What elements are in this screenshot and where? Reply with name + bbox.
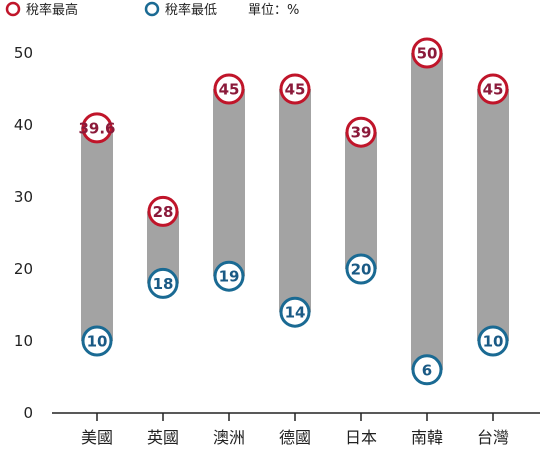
high-value-label: 45 (483, 81, 504, 99)
high-value-marker (81, 112, 113, 144)
low-value-label: 6 (422, 361, 432, 379)
legend: 稅率最高 稅率最低 單位：% (5, 1, 299, 18)
low-value-marker (213, 260, 245, 292)
low-value-label: 20 (351, 261, 372, 279)
y-tick-label: 40 (14, 116, 33, 134)
high-value-marker (213, 73, 245, 105)
range-bar (213, 89, 245, 277)
high-value-label: 39 (351, 124, 372, 142)
legend-low-marker (144, 1, 160, 17)
high-value-label: 50 (417, 45, 438, 63)
high-value-label: 39.6 (78, 119, 115, 137)
low-value-marker (411, 354, 443, 386)
low-value-marker (477, 325, 509, 357)
high-value-marker (147, 195, 179, 227)
category-label: 美國 (81, 428, 113, 447)
y-tick-label: 20 (14, 260, 33, 278)
high-value-marker (477, 73, 509, 105)
range-bar (411, 53, 443, 370)
range-bar (279, 89, 311, 313)
low-value-label: 10 (87, 333, 108, 351)
y-tick-label: 50 (14, 44, 33, 62)
low-value-marker (345, 253, 377, 285)
high-value-label: 28 (153, 203, 174, 221)
high-value-label: 45 (285, 81, 306, 99)
y-tick-label: 30 (14, 188, 33, 206)
low-value-label: 18 (153, 275, 174, 293)
category-label: 南韓 (411, 428, 443, 447)
legend-low-label: 稅率最低 (165, 2, 217, 18)
unit-label: 單位：% (248, 3, 299, 18)
category-label: 英國 (147, 428, 179, 447)
low-value-label: 14 (285, 304, 306, 322)
low-value-marker (147, 267, 179, 299)
legend-high-marker (5, 1, 21, 17)
low-value-label: 10 (483, 333, 504, 351)
high-value-marker (279, 73, 311, 105)
range-bar (477, 89, 509, 341)
plot-area: 0 10 20 30 40 50 美國 39.6 10 英國 28 18 澳洲 45 19 德國 45 14 日本 3… (14, 37, 540, 447)
low-value-marker (81, 325, 113, 357)
low-value-label: 19 (219, 268, 240, 286)
category-label: 澳洲 (213, 428, 245, 447)
high-value-marker (411, 37, 443, 69)
high-value-marker (345, 116, 377, 148)
y-tick-label: 0 (23, 404, 33, 422)
low-value-marker (279, 296, 311, 328)
range-bar (81, 127, 113, 341)
category-label: 台灣 (477, 428, 509, 447)
range-bar (345, 132, 377, 269)
legend-high-label: 稅率最高 (26, 2, 78, 18)
category-label: 日本 (345, 428, 377, 447)
category-label: 德國 (279, 428, 311, 447)
high-value-label: 45 (219, 81, 240, 99)
y-tick-label: 10 (14, 332, 33, 350)
